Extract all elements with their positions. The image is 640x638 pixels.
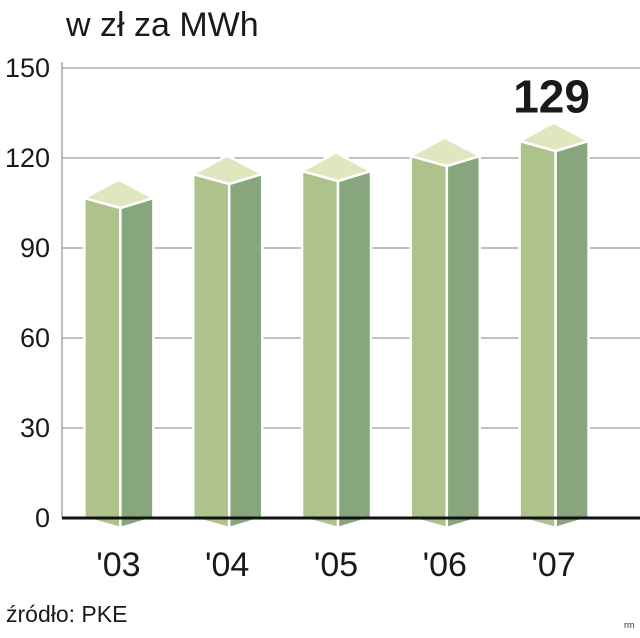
- x-tick-label: '07: [531, 546, 575, 584]
- y-tick-label: 30: [20, 413, 50, 443]
- y-tick-label: 90: [20, 233, 50, 263]
- bar: [189, 154, 266, 530]
- value-label: 129: [513, 71, 590, 123]
- bar-front-face: [518, 139, 557, 530]
- y-tick-label: 150: [5, 53, 50, 83]
- bar-front-face: [191, 172, 231, 530]
- y-tick-label: 120: [5, 143, 50, 173]
- bar: [81, 178, 157, 530]
- x-tick-label: '03: [96, 546, 140, 584]
- credit-note: rm: [624, 620, 635, 630]
- bars: [81, 121, 592, 530]
- bar-top-face: [407, 136, 484, 168]
- bar-top-face: [298, 151, 375, 183]
- bar: [407, 136, 484, 530]
- bar-side-face: [336, 169, 373, 530]
- bar: [516, 121, 592, 530]
- bar: [298, 151, 375, 530]
- y-tick-label: 0: [35, 503, 50, 533]
- source-note: źródło: PKE: [6, 601, 127, 627]
- bar-top-face: [81, 178, 157, 210]
- bar-top-face: [516, 121, 592, 153]
- x-tick-label: '04: [205, 546, 249, 584]
- x-axis: '03 '04 '05 '06 '07: [62, 516, 640, 584]
- chart-title: w zł za MWh: [65, 6, 259, 44]
- bar-side-face: [445, 154, 482, 530]
- bar-front-face: [83, 196, 122, 530]
- y-tick-label: 60: [20, 323, 50, 353]
- bar-front-face: [300, 169, 340, 530]
- bar-front-face: [409, 154, 449, 530]
- value-labels: 129: [513, 71, 590, 123]
- x-tick-label: '05: [314, 546, 358, 584]
- x-tick-label: '06: [423, 546, 467, 584]
- bar-side-face: [227, 172, 264, 530]
- bar-side-face: [554, 139, 590, 530]
- y-axis: 0 30 60 90 120 150: [5, 53, 63, 533]
- bar-top-face: [189, 154, 266, 186]
- bar-side-face: [119, 196, 155, 530]
